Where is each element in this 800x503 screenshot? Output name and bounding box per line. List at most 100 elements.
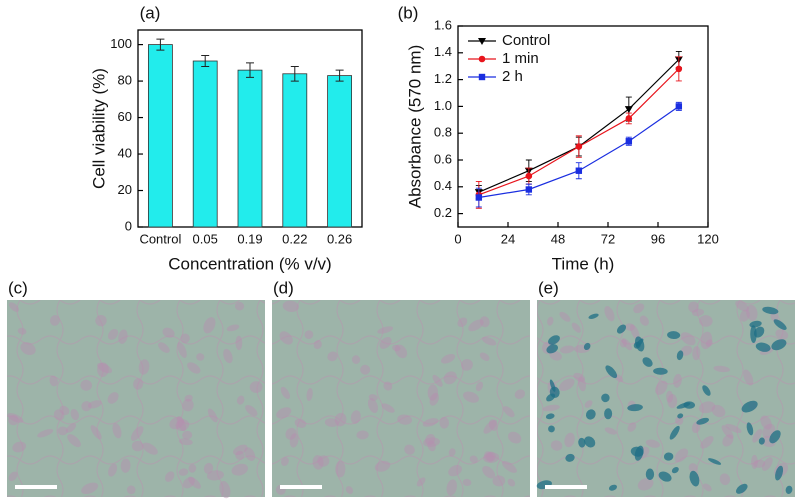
cell <box>558 378 575 392</box>
cell <box>425 434 436 445</box>
cell <box>57 426 68 436</box>
cell <box>691 308 705 317</box>
marker <box>624 106 633 114</box>
cell <box>508 431 522 444</box>
scale-bar <box>545 485 587 489</box>
stained-cell <box>753 326 765 338</box>
micrograph <box>272 300 530 497</box>
cell <box>182 398 194 412</box>
cell <box>97 362 109 377</box>
cell <box>95 314 107 327</box>
cell <box>501 460 517 473</box>
cell <box>486 451 496 462</box>
cell <box>721 425 734 439</box>
y-tick-label: 60 <box>118 109 132 124</box>
cell <box>743 369 754 386</box>
cell <box>666 390 674 403</box>
x-tick-label: 120 <box>697 231 719 246</box>
stained-cell <box>605 365 618 379</box>
cell <box>735 300 749 312</box>
stained-cell <box>645 468 655 480</box>
cell <box>675 416 684 425</box>
stained-cell <box>669 425 680 440</box>
cell <box>507 478 516 487</box>
x-tick-label: 0 <box>454 231 461 246</box>
cell <box>483 452 500 463</box>
stained-cell <box>785 485 793 494</box>
stained-cell <box>758 437 765 445</box>
cell <box>20 342 36 356</box>
stained-cell <box>653 367 668 375</box>
cell <box>234 302 245 311</box>
cell <box>138 359 150 375</box>
cell <box>112 422 122 439</box>
cell <box>126 485 136 495</box>
cell <box>752 428 763 443</box>
cell <box>432 374 443 387</box>
stained-cell <box>750 325 757 344</box>
cell <box>235 450 245 460</box>
x-tick-label: 0.22 <box>282 231 307 246</box>
x-tick-label: 0.05 <box>193 231 218 246</box>
cell <box>334 412 347 427</box>
cell <box>53 409 65 421</box>
cell <box>584 400 593 408</box>
cell <box>196 353 205 361</box>
cell <box>289 433 299 448</box>
cell <box>182 477 195 489</box>
cell <box>249 381 263 393</box>
cell <box>488 419 498 431</box>
cell <box>236 395 245 405</box>
stained-cell <box>708 458 722 465</box>
cell <box>70 408 80 421</box>
stained-cell <box>642 357 653 367</box>
cell <box>439 417 450 429</box>
x-tick-label: 72 <box>601 231 615 246</box>
cell <box>427 440 436 452</box>
stained-cell <box>601 393 610 403</box>
stained-cell <box>548 335 560 345</box>
cell <box>158 342 170 353</box>
cell <box>700 436 714 449</box>
cell <box>80 379 93 391</box>
cell <box>700 331 713 350</box>
marker <box>675 65 683 73</box>
cell <box>457 317 468 328</box>
cell <box>7 413 24 423</box>
cell <box>680 345 693 356</box>
x-tick-label: 48 <box>551 231 565 246</box>
cell <box>462 478 472 486</box>
cell <box>639 315 649 326</box>
cell <box>469 455 478 464</box>
cell <box>276 407 292 419</box>
stained-cell <box>741 400 758 413</box>
marker <box>625 138 633 145</box>
cell <box>429 392 439 406</box>
cell <box>475 381 484 392</box>
cell <box>483 419 498 434</box>
y-tick-label: 80 <box>118 73 132 88</box>
stained-cell <box>769 430 781 444</box>
cell <box>285 427 297 440</box>
cell <box>655 380 668 395</box>
stained-cell <box>545 413 555 420</box>
cell <box>404 444 415 455</box>
cell <box>573 372 586 382</box>
error-bar <box>201 55 210 67</box>
cell <box>625 323 635 331</box>
cell <box>118 329 128 344</box>
cell <box>448 464 463 477</box>
cell <box>162 327 175 338</box>
cell <box>169 416 184 430</box>
cell <box>711 404 726 418</box>
panel-label: (c) <box>8 278 28 297</box>
cell <box>306 388 313 402</box>
cell <box>604 427 617 435</box>
cell <box>422 418 439 427</box>
stained-cell <box>736 483 748 494</box>
cell <box>317 455 330 467</box>
cell <box>281 457 289 466</box>
error-bar <box>246 62 254 78</box>
cell <box>550 440 563 451</box>
